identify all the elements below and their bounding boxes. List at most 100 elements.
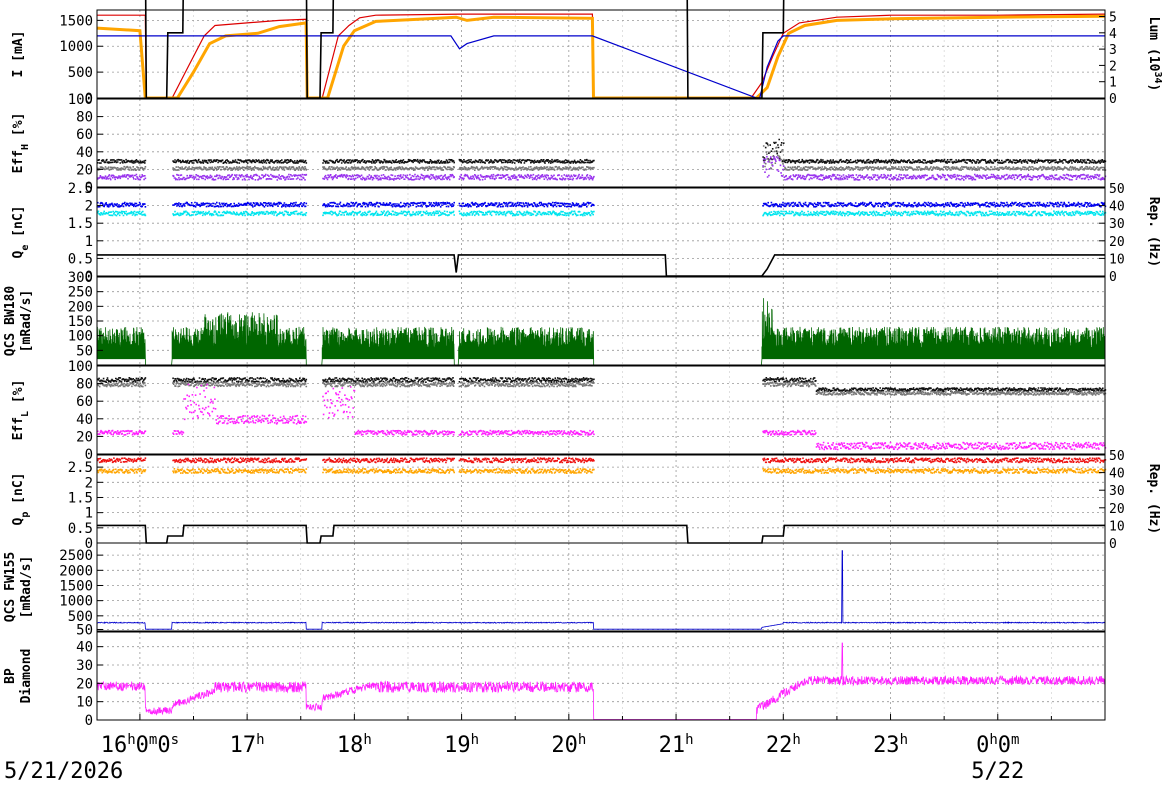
y-tick-label: 1.5 xyxy=(68,490,93,506)
y-tick-label: 30 xyxy=(76,658,93,674)
series-points xyxy=(97,210,1107,217)
y2-tick-label: 0 xyxy=(1109,270,1117,285)
y-tick-label: 60 xyxy=(76,394,93,410)
y2-tick-label: 5 xyxy=(1109,11,1117,26)
rep-rate-line xyxy=(144,0,785,99)
series-points xyxy=(97,144,1107,171)
y2-tick-label: 1 xyxy=(1109,76,1117,91)
series-qcs_bw180-0 xyxy=(96,298,1105,366)
y-axis-label-line2: Diamond xyxy=(19,649,34,704)
y-tick-label: 1500 xyxy=(59,13,93,29)
y2-tick-label: 20 xyxy=(1109,235,1125,250)
series-line xyxy=(96,550,1105,630)
y-tick-label: 0 xyxy=(85,447,93,463)
y2-tick-label: 10 xyxy=(1109,519,1125,534)
y-tick-label: 0 xyxy=(85,269,93,285)
y-tick-label: 500 xyxy=(68,65,93,81)
y-tick-label: 100 xyxy=(68,329,93,345)
y-axis-label: BP xyxy=(3,668,18,684)
series-current_lum-0 xyxy=(97,13,1106,99)
x-tick-label: 20h xyxy=(551,732,586,758)
panel-frame xyxy=(96,365,1106,455)
y2-tick-label: 4 xyxy=(1109,27,1117,42)
y-tick-label: 20 xyxy=(76,676,93,692)
series-qp-0 xyxy=(97,457,1107,464)
y-tick-label: 40 xyxy=(76,145,93,161)
y2-tick-label: 0 xyxy=(1109,92,1117,107)
y-tick-label: 2.5 xyxy=(68,460,93,476)
series-line xyxy=(96,14,1106,100)
panel-frame xyxy=(96,542,1106,632)
panel-frame xyxy=(96,9,1106,99)
y-tick-label: 80 xyxy=(76,110,93,126)
y2-axis-label: Lum (1034) xyxy=(1146,17,1164,92)
y2-tick-label: 0 xyxy=(1109,537,1117,552)
series-line xyxy=(97,13,1106,99)
y-tick-label: 100 xyxy=(68,92,93,108)
y-tick-label: 0.5 xyxy=(68,521,93,537)
x-tick-label: 21h xyxy=(659,732,694,758)
x-axis: 16h0m0s 17h 18h 19h 20h 21h 22h 23h 0h0m 5/21/202… xyxy=(4,714,1052,784)
y2-tick-label: 30 xyxy=(1109,484,1125,499)
series-points xyxy=(97,201,1107,208)
series-qp-1 xyxy=(97,468,1107,474)
series-line xyxy=(96,298,1105,366)
series-line xyxy=(97,35,1105,99)
series-qcs_fw155-0 xyxy=(96,550,1105,630)
x-tick-label: 19h xyxy=(444,732,479,758)
y-tick-label: 0 xyxy=(85,713,93,729)
y-tick-label: 1000 xyxy=(59,39,93,55)
y-tick-label: 40 xyxy=(76,640,93,656)
series-current_lum-2 xyxy=(97,35,1105,99)
y-tick-label: 0 xyxy=(85,91,93,107)
y-tick-label: 80 xyxy=(76,377,93,393)
series-line xyxy=(96,642,1105,720)
y-tick-label: 0 xyxy=(85,536,93,552)
y-tick-label: 2 xyxy=(85,199,93,215)
y-tick-label: 2000 xyxy=(59,563,93,579)
series-current_lum-1 xyxy=(96,14,1106,100)
y2-axis-label: Rep. (Hz) xyxy=(1146,464,1161,534)
y2-tick-label: 20 xyxy=(1109,502,1125,517)
y-tick-label: 50 xyxy=(76,343,93,359)
x-next-date: 5/22 xyxy=(971,759,1024,782)
y2-tick-label: 2 xyxy=(1109,59,1117,74)
y2-tick-label: 3 xyxy=(1109,43,1117,58)
series-points xyxy=(97,377,1107,393)
y-axis-label: QCS BW180 xyxy=(3,286,18,357)
y-tick-label: 250 xyxy=(68,285,93,301)
y-tick-label: 500 xyxy=(68,609,93,625)
x-tick-label: 18h xyxy=(337,732,372,758)
y-tick-label: 0 xyxy=(85,180,93,196)
series-points xyxy=(97,383,1107,451)
series-bp_diamond-0 xyxy=(96,642,1105,720)
x-tick-label: 16h0m0s xyxy=(101,732,179,758)
y-tick-label: 100 xyxy=(68,359,93,375)
x-tick-label: 0h0m xyxy=(976,732,1019,758)
x-tick-label: 23h xyxy=(873,732,908,758)
panel-frame xyxy=(96,631,1106,721)
x-start-date: 5/21/2026 xyxy=(4,759,123,782)
y-axis-label: EffH [%] xyxy=(11,113,31,174)
y-tick-label: 2.5 xyxy=(68,181,93,197)
y-tick-label: 1500 xyxy=(59,578,93,594)
rep-rate-line xyxy=(97,254,1105,277)
y-tick-label: 150 xyxy=(68,314,93,330)
y-tick-label: 1 xyxy=(85,506,93,522)
y-tick-label: 20 xyxy=(76,162,93,178)
y-axis-label-line2: [mRad/s] xyxy=(19,290,34,353)
y-tick-label: 20 xyxy=(76,429,93,445)
y2-tick-label: 40 xyxy=(1109,467,1125,482)
series-eff_l-2 xyxy=(97,383,1107,451)
series-qe-1 xyxy=(97,210,1107,217)
series-points xyxy=(97,155,1107,181)
y-axis-label: I [mA] xyxy=(11,31,26,78)
